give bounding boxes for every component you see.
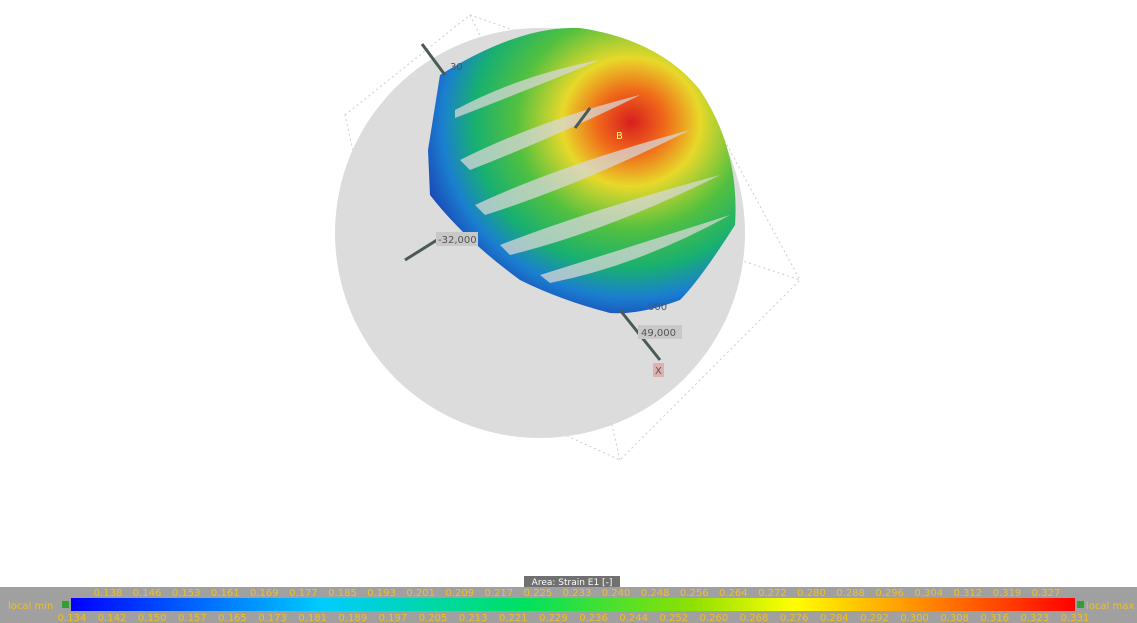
tick-label: 0.142 xyxy=(98,613,127,623)
tick-label: 0.323 xyxy=(1021,613,1050,623)
tick-label: 0.193 xyxy=(367,588,396,599)
tick-label: 0.244 xyxy=(619,613,648,623)
tick-label: 0.280 xyxy=(797,588,826,599)
point-label: B xyxy=(616,131,623,142)
stripes xyxy=(455,60,730,283)
tick-label: 0.181 xyxy=(298,613,327,623)
tick-label: 0.225 xyxy=(524,588,553,599)
color-bar xyxy=(71,598,1075,611)
tick-label: 0.150 xyxy=(138,613,167,623)
axis-label: X xyxy=(655,366,662,377)
tick-label: 0.284 xyxy=(820,613,849,623)
tick-label: 0.209 xyxy=(445,588,474,599)
tick-label: 0.331 xyxy=(1061,613,1090,623)
tick-label: 0.260 xyxy=(700,613,729,623)
tick-label: 0.213 xyxy=(459,613,488,623)
color-legend: Area: Strain E1 [-] local min local max … xyxy=(0,576,1137,623)
tick-label: 0.217 xyxy=(485,588,514,599)
tick-label: 0.201 xyxy=(406,588,435,599)
label-box xyxy=(638,325,682,339)
tick-label: 0.165 xyxy=(218,613,247,623)
tick-label: 0.296 xyxy=(875,588,904,599)
axis-label: -32,000 xyxy=(438,235,477,246)
tick-label: 0.252 xyxy=(659,613,688,623)
tick-label: 0.312 xyxy=(954,588,983,599)
tick-label: 0.292 xyxy=(860,613,889,623)
tick-label: 0.138 xyxy=(94,588,123,599)
tick-label: 0.205 xyxy=(419,613,448,623)
label-box xyxy=(436,232,478,246)
tick-label: 0.221 xyxy=(499,613,528,623)
legend-title: Area: Strain E1 [-] xyxy=(532,578,613,588)
tick-label: 0.276 xyxy=(780,613,809,623)
max-swatch xyxy=(1077,601,1084,608)
tick-label: 0.173 xyxy=(258,613,287,623)
tick-label: 0.229 xyxy=(539,613,568,623)
tick-label: 0.236 xyxy=(579,613,608,623)
tick-label: 0.197 xyxy=(379,613,408,623)
tick-label: 0.316 xyxy=(980,613,1009,623)
tick-label: 0.272 xyxy=(758,588,787,599)
tick-label: 0.185 xyxy=(328,588,357,599)
tick-label: 0.189 xyxy=(339,613,368,623)
axis-label: 49,000 xyxy=(641,328,676,339)
tick-label: 0.300 xyxy=(900,613,929,623)
tick-label: 0.161 xyxy=(211,588,240,599)
tick-label: 0.264 xyxy=(719,588,748,599)
tick-label: 0.169 xyxy=(250,588,279,599)
tick-label: 0.288 xyxy=(836,588,865,599)
legend-title-box xyxy=(524,576,620,587)
max-label: local max xyxy=(1086,601,1134,612)
tick-label: 0.233 xyxy=(563,588,592,599)
tick-label: 0.256 xyxy=(680,588,709,599)
axis-label: 30 xyxy=(450,62,463,73)
tick-label: 0.304 xyxy=(914,588,943,599)
tick-label: 0.134 xyxy=(58,613,87,623)
tick-label: 0.308 xyxy=(940,613,969,623)
tick-label: 0.319 xyxy=(993,588,1022,599)
tick-label: 0.240 xyxy=(602,588,631,599)
tick-label: 0.153 xyxy=(172,588,201,599)
tick-label: 0.157 xyxy=(178,613,207,623)
tick-label: 0.268 xyxy=(740,613,769,623)
label-box xyxy=(653,363,664,377)
min-swatch xyxy=(62,601,69,608)
tick-label: 0.248 xyxy=(641,588,670,599)
tick-label: 0.146 xyxy=(133,588,162,599)
tick-label: 0.177 xyxy=(289,588,318,599)
min-label: local min xyxy=(8,601,53,612)
axis-label: 000 xyxy=(648,302,667,313)
tick-label: 0.327 xyxy=(1032,588,1061,599)
